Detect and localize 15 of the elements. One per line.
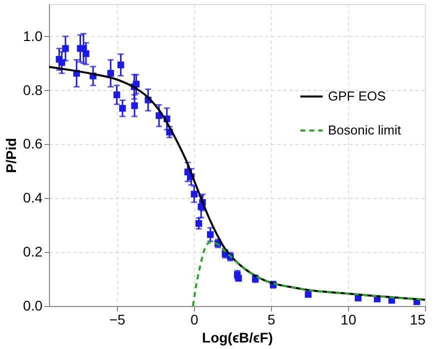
legend-label: Bosonic limit: [328, 122, 402, 138]
x-axis-title: Log(ϵB/ϵF): [202, 330, 273, 346]
x-tick-label: 10: [340, 312, 356, 328]
x-tick-label: 15: [410, 312, 426, 328]
x-tick-label: 5: [268, 312, 276, 328]
y-tick-label: 0.0: [23, 298, 43, 314]
y-tick-label: 0.8: [23, 82, 43, 98]
y-tick-label: 0.4: [23, 190, 43, 206]
y-tick-label: 1.0: [23, 28, 43, 44]
x-tick-label: −5: [109, 312, 126, 328]
y-tick-label: 0.6: [23, 136, 43, 152]
y-axis-title: P/Pid: [3, 138, 20, 174]
y-tick-label: 0.2: [23, 244, 43, 260]
legend-label: GPF EOS: [328, 88, 386, 104]
x-tick-label: 0: [190, 312, 198, 328]
